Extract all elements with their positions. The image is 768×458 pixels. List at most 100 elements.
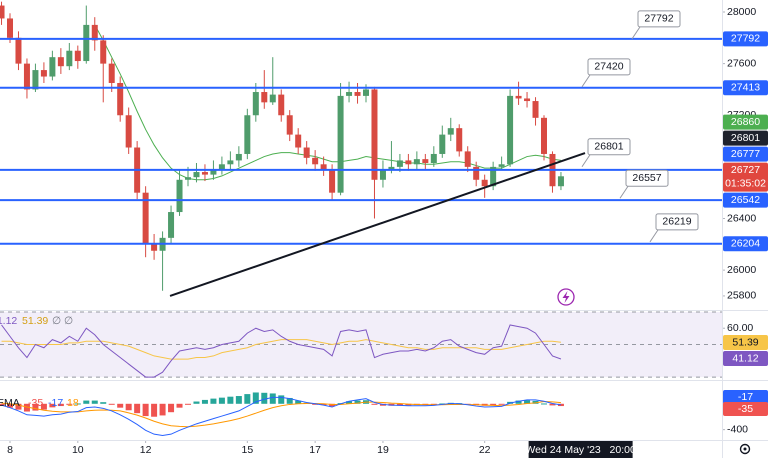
callout-label: 26557 xyxy=(632,172,661,184)
candle-body xyxy=(413,159,420,165)
alert-icon[interactable] xyxy=(557,288,575,306)
candle-body xyxy=(125,115,132,148)
rsi-badge-label: 41.12 xyxy=(732,352,758,364)
callout-leader xyxy=(581,154,591,168)
y-tick-label: 26000 xyxy=(727,264,756,276)
settings-icon-dot[interactable] xyxy=(743,447,747,451)
candle-body xyxy=(83,24,90,62)
macd-histogram-bar xyxy=(15,403,22,410)
macd-histogram-bar xyxy=(57,403,64,407)
macd-histogram-bar xyxy=(320,403,327,406)
alert-icon-bolt[interactable] xyxy=(562,291,570,303)
callout-label: 27420 xyxy=(594,61,623,73)
macd-histogram-bar xyxy=(549,403,556,406)
candle-body xyxy=(456,128,463,152)
candle-body xyxy=(371,89,378,180)
candle-body xyxy=(430,153,437,164)
macd-histogram-bar xyxy=(557,403,564,407)
candle-body xyxy=(515,95,522,99)
settings-icon-ring[interactable] xyxy=(739,443,751,455)
candle-body xyxy=(32,70,39,90)
x-tick-label: 10 xyxy=(72,444,84,456)
macd-histogram-bar xyxy=(286,397,293,404)
macd-histogram-bar xyxy=(100,402,107,404)
y-tick-label: 26400 xyxy=(727,212,756,224)
rsi-header-value: 41.12 xyxy=(0,315,17,327)
macd-histogram-bar xyxy=(515,400,522,404)
candle-body xyxy=(218,164,225,170)
price-badge-label: 26860 xyxy=(731,116,760,128)
candle-body xyxy=(363,89,370,96)
candle-body xyxy=(252,92,259,116)
callout-box xyxy=(587,58,631,76)
candle-body xyxy=(422,159,429,164)
rsi-tick-label: 60.00 xyxy=(727,322,753,334)
macd-histogram-bar xyxy=(151,403,158,417)
macd-histogram-bar xyxy=(91,400,98,404)
candle-body xyxy=(66,50,73,67)
macd-histogram-bar xyxy=(49,403,56,408)
candle-body xyxy=(40,70,47,77)
price-badge xyxy=(723,130,768,146)
candle-body xyxy=(261,92,268,103)
macd-histogram-bar xyxy=(0,403,5,406)
callout-leader xyxy=(581,74,591,88)
x-tick-label: 8 xyxy=(7,444,13,456)
price-badge-label: 26727 xyxy=(731,164,760,176)
macd-histogram-bar xyxy=(227,396,234,404)
candle-body xyxy=(320,164,327,170)
macd-hist-badge xyxy=(723,402,768,416)
callout-leader xyxy=(631,26,641,40)
candle-body xyxy=(490,166,497,187)
candle-body xyxy=(7,18,14,38)
candle-body xyxy=(388,166,395,170)
macd-histogram-bar xyxy=(252,392,259,404)
candle-body xyxy=(557,176,564,187)
macd-badge-label: -17 xyxy=(738,391,753,403)
macd-badge xyxy=(723,390,768,404)
callout-leader xyxy=(619,185,629,199)
macd-histogram-bar xyxy=(108,403,115,405)
price-badge xyxy=(723,192,768,208)
candle-body xyxy=(524,98,531,102)
countdown-label: 01:35:02 xyxy=(725,177,766,189)
macd-histogram-bar xyxy=(159,403,166,416)
callout-box xyxy=(587,138,631,156)
x-tick-label: 17 xyxy=(309,444,321,456)
macd-hist-badge-label: -35 xyxy=(738,403,753,415)
candle-body xyxy=(286,115,293,135)
settings-icon[interactable] xyxy=(739,443,751,455)
candle-body xyxy=(117,82,124,116)
candle-body xyxy=(244,115,251,154)
candle-body xyxy=(464,151,471,167)
y-tick-label: 25800 xyxy=(727,290,756,302)
rsi-ma-badge xyxy=(723,335,768,350)
candle-body xyxy=(176,179,183,213)
candle-body xyxy=(151,244,158,251)
price-badge xyxy=(723,31,768,47)
price-badge xyxy=(723,80,768,96)
price-badge-label: 26204 xyxy=(731,238,760,250)
rsi-header-ma: 51.39 xyxy=(22,315,48,327)
candle-body xyxy=(541,117,548,154)
callout-leader xyxy=(649,229,659,243)
candle-body xyxy=(49,57,56,77)
macd-histogram-bar xyxy=(396,403,403,406)
macd-histogram-bar xyxy=(235,396,242,404)
macd-histogram-bar xyxy=(295,400,302,404)
macd-histogram-bar xyxy=(134,403,141,414)
macd-histogram-bar xyxy=(354,400,361,404)
x-tick-label: 12 xyxy=(140,444,152,456)
rsi-badge xyxy=(723,351,768,366)
candle-body xyxy=(295,134,302,148)
macd-histogram-bar xyxy=(32,403,39,411)
macd-header-macd: -17 xyxy=(48,397,63,409)
candle-body xyxy=(312,157,319,165)
candle-body xyxy=(201,172,208,175)
candle-body xyxy=(329,169,336,193)
x-tick-label: 19 xyxy=(377,444,389,456)
macd-histogram-bar xyxy=(210,398,217,404)
macd-histogram-bar xyxy=(74,403,81,405)
